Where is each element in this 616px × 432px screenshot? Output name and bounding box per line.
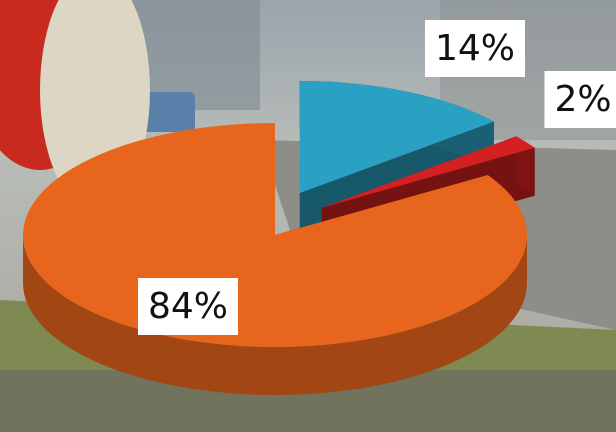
data-label: 2% — [554, 79, 611, 120]
data-label: 84% — [148, 286, 228, 327]
data-label: 14% — [435, 28, 515, 69]
chart: 14% 2% 84% — [0, 0, 616, 432]
